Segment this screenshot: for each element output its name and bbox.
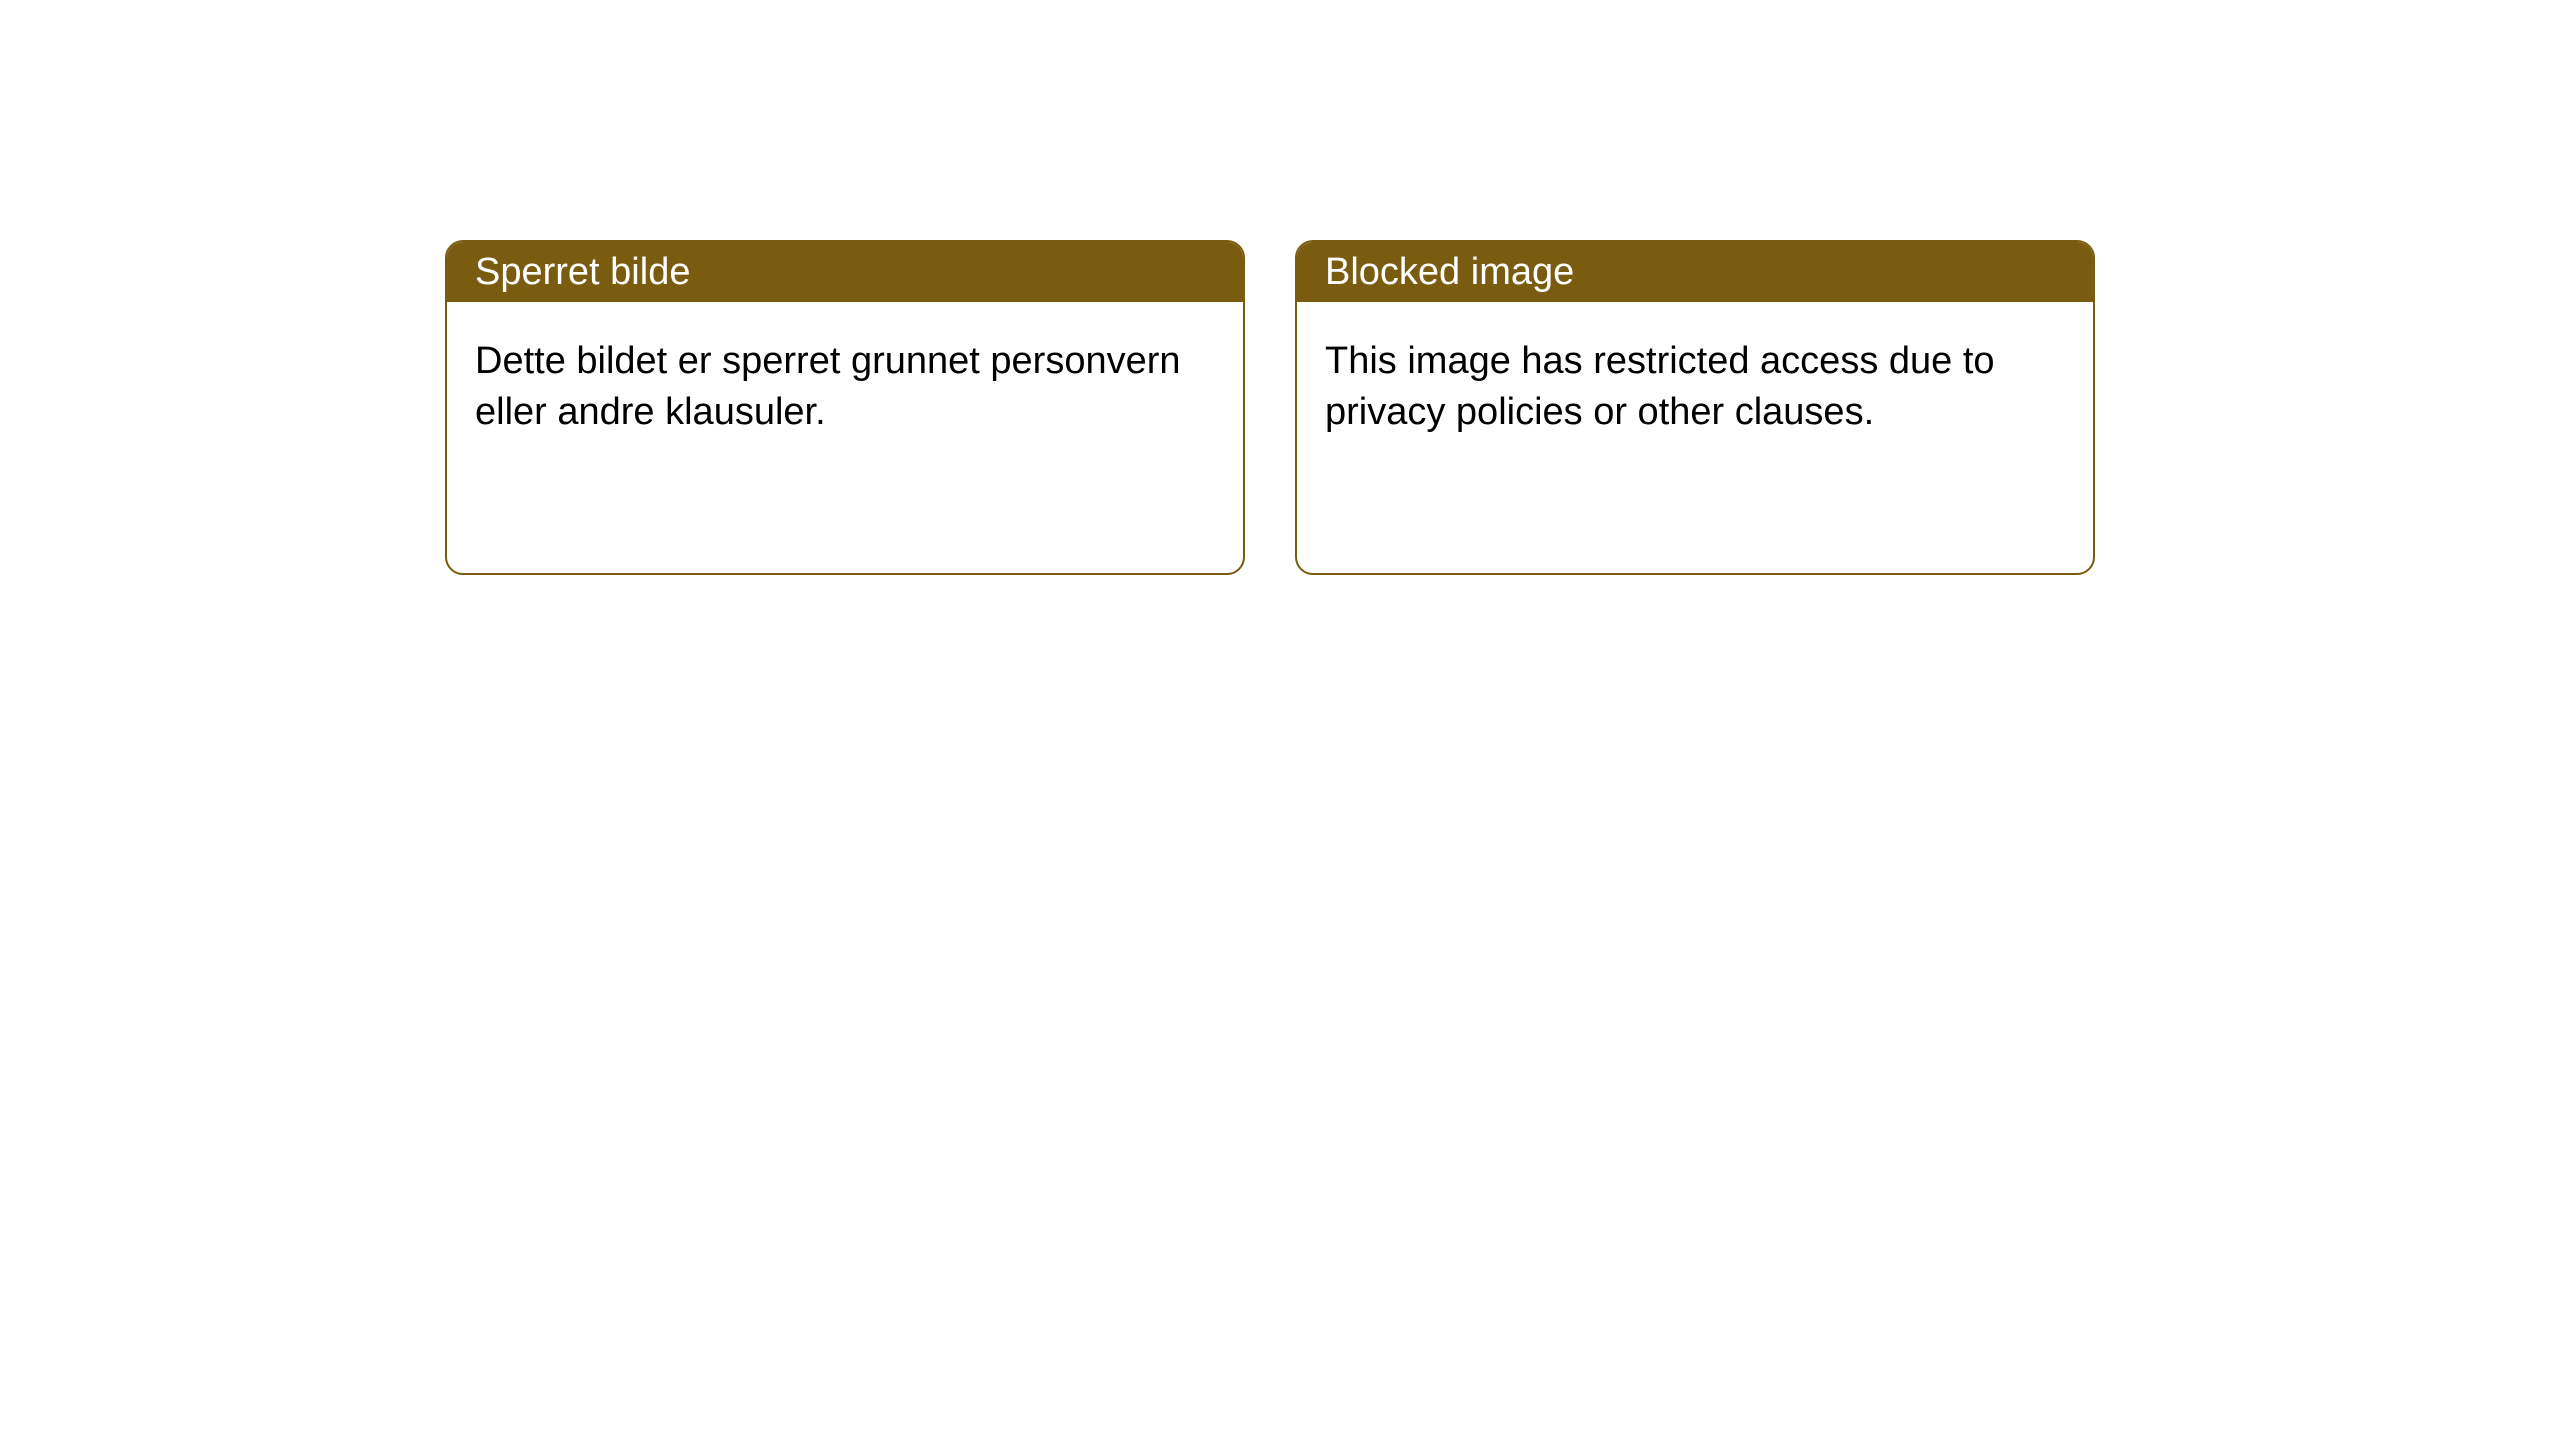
blocked-image-card-en: Blocked image This image has restricted … (1295, 240, 2095, 575)
card-title: Sperret bilde (475, 251, 690, 294)
card-header: Blocked image (1297, 242, 2093, 302)
blocked-image-card-no: Sperret bilde Dette bildet er sperret gr… (445, 240, 1245, 575)
card-title: Blocked image (1325, 251, 1574, 294)
card-body: This image has restricted access due to … (1297, 302, 2093, 473)
notice-container: Sperret bilde Dette bildet er sperret gr… (0, 0, 2560, 575)
card-body-text: This image has restricted access due to … (1325, 340, 1995, 433)
card-header: Sperret bilde (447, 242, 1243, 302)
card-body-text: Dette bildet er sperret grunnet personve… (475, 340, 1181, 433)
card-body: Dette bildet er sperret grunnet personve… (447, 302, 1243, 473)
